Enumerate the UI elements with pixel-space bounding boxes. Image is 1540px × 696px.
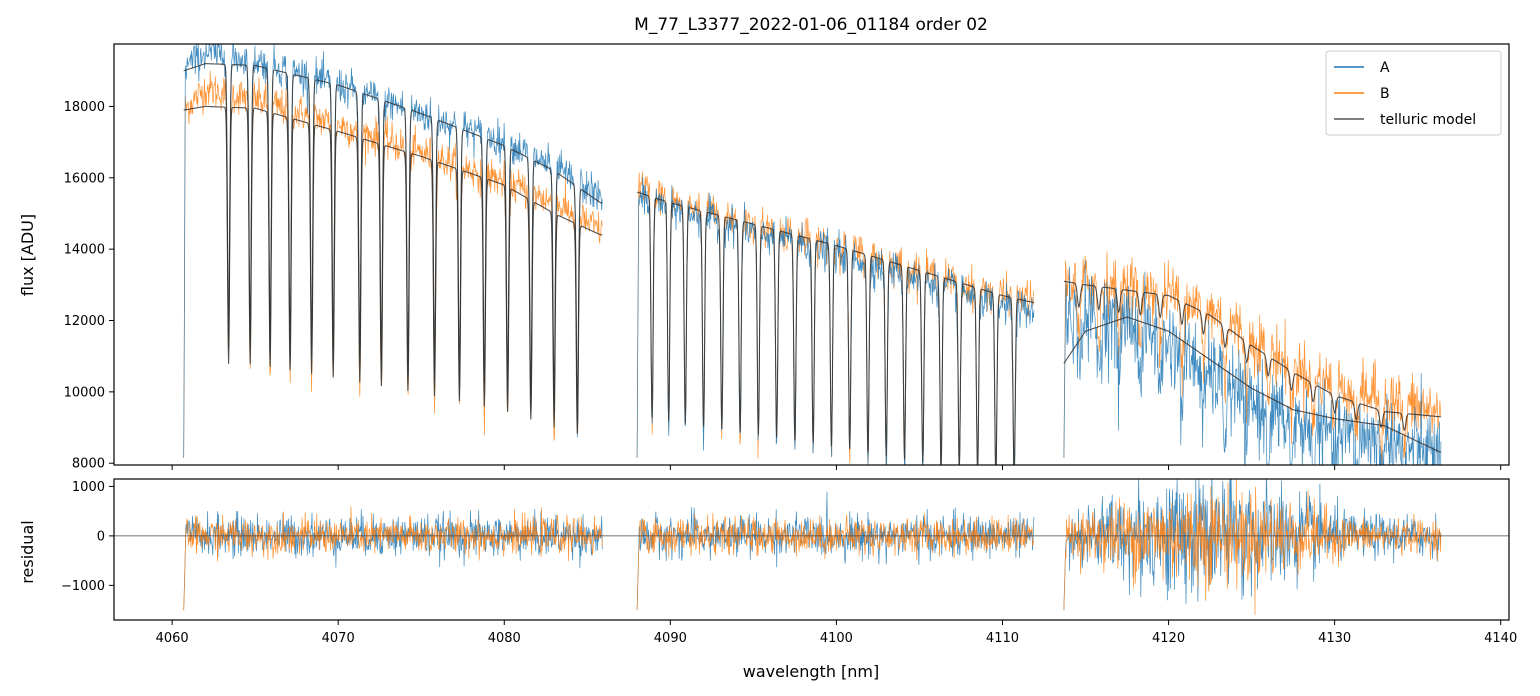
telluric-model-line-segment-3-2 — [1063, 280, 1441, 432]
residual-axes-frame — [113, 478, 1510, 621]
residual-series-b-segment-2 — [636, 512, 1035, 611]
residual-y-tick-label: 0 — [97, 529, 105, 544]
telluric-model-line-segment-1-1 — [183, 63, 603, 412]
x-tick-label: 4130 — [1318, 631, 1351, 646]
residual-series-a-segment-1 — [183, 509, 603, 611]
flux-y-tick-label: 12000 — [64, 314, 105, 329]
flux-y-tick-label: 8000 — [72, 457, 105, 472]
residual-series-a-segment-3 — [1063, 479, 1442, 611]
flux-panel: 8000 10000 12000 14000 16000 18000 flux [ADU]… — [18, 43, 1510, 472]
residual-series-b-segment-3 — [1063, 479, 1442, 616]
flux-y-tick-label: 14000 — [64, 243, 105, 258]
residual-series-a-segment-2 — [636, 491, 1035, 611]
flux-y-tick-label: 16000 — [64, 171, 105, 186]
x-tick-label: 4110 — [986, 631, 1019, 646]
x-tick-label: 4120 — [1152, 631, 1185, 646]
legend-label-b: B — [1380, 86, 1390, 102]
residual-y-ticks: −1000 0 1000 — [61, 480, 114, 594]
residual-y-tick-label: −1000 — [61, 579, 105, 594]
flux-x-ticks — [171, 465, 1502, 470]
flux-series-b-segment-1 — [183, 70, 603, 458]
chart-title: M_77_L3377_2022-01-06_01184 order 02 — [634, 15, 988, 35]
flux-series-a-segment-3 — [1063, 260, 1442, 465]
flux-y-ticks: 8000 10000 12000 14000 16000 18000 — [64, 100, 114, 472]
x-tick-label: 4080 — [488, 631, 521, 646]
x-tick-label: 4060 — [156, 631, 189, 646]
flux-y-tick-label: 18000 — [64, 100, 105, 115]
legend-label-a: A — [1380, 60, 1390, 76]
telluric-model-line-segment-2-1 — [636, 191, 1035, 465]
telluric-model-line-segment-1-2 — [183, 105, 603, 435]
x-tick-label: 4140 — [1484, 631, 1517, 646]
x-tick-label: 4070 — [322, 631, 355, 646]
flux-series-a-segment-2 — [636, 176, 1035, 465]
residual-y-axis-label: residual — [18, 520, 37, 583]
flux-axes-frame — [113, 43, 1510, 466]
flux-y-axis-label: flux [ADU] — [18, 214, 37, 296]
x-tick-label: 4090 — [654, 631, 687, 646]
residual-series-b-segment-1 — [183, 506, 603, 611]
telluric-model-line-segment-3-1 — [1063, 316, 1442, 453]
x-tick-label: 4100 — [820, 631, 853, 646]
flux-y-tick-label: 10000 — [64, 385, 105, 400]
flux-plot-area — [183, 44, 1442, 465]
residual-x-ticks: 4060 4070 4080 4090 4100 4110 4120 4130 4140 — [156, 620, 1517, 646]
residual-plot-area — [114, 479, 1509, 616]
residual-y-tick-label: 1000 — [72, 480, 105, 495]
x-axis-label: wavelength [nm] — [743, 662, 880, 681]
legend: A B telluric model — [1325, 50, 1502, 136]
legend-label-model: telluric model — [1380, 112, 1476, 128]
flux-series-a-segment-1 — [183, 44, 603, 458]
legend-box — [1325, 50, 1502, 136]
